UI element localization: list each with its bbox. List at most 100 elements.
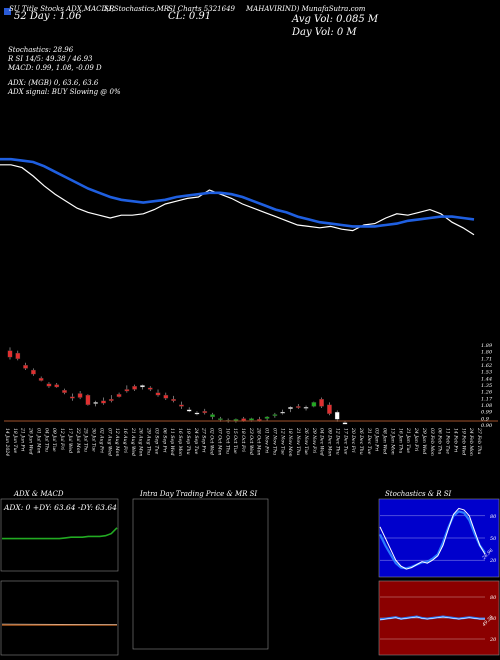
- price-tick-label: 1.35: [481, 383, 492, 389]
- date-tick-label: 02 Aug Fri: [98, 428, 104, 453]
- date-tick-label: 21 Jan Tue: [405, 427, 411, 453]
- date-tick-label: 29 Aug Thu: [146, 427, 152, 455]
- candles: [7, 347, 348, 425]
- date-tick-label: 29 Nov Fri: [311, 427, 317, 454]
- price-tick-label: 1.08: [481, 403, 492, 409]
- candle-body: [249, 418, 254, 421]
- candle-body: [116, 394, 122, 397]
- candle-body: [147, 387, 153, 390]
- date-tick-label: 07 Nov Thu: [271, 428, 277, 455]
- date-tick-label: 03 Jan Fri: [374, 428, 380, 452]
- macd-value: MACD: 0.99, 1.08, -0.09 D: [8, 64, 102, 72]
- price-tick-label: 1.62: [481, 363, 492, 369]
- date-tick-label: 01 Jul Mon: [35, 428, 41, 454]
- date-tick-label: 12 Jul Fri: [59, 428, 65, 450]
- candle-body: [319, 398, 324, 407]
- stochastics-value: Stochastics: 28.96: [8, 46, 74, 54]
- candle-body: [140, 385, 145, 388]
- stoch-signal-line: [379, 510, 486, 570]
- candle-body: [54, 384, 60, 388]
- candle-body: [23, 365, 28, 369]
- candle-body: [163, 394, 169, 399]
- candle-body: [38, 377, 44, 381]
- candle-body: [217, 418, 223, 420]
- adx-line-group: [2, 527, 118, 540]
- rsi-value: R SI 14/5: 49.38 / 46.93: [8, 55, 93, 63]
- rsi-white-line: [379, 616, 485, 621]
- date-tick-label: 07 Oct Mon: [216, 428, 222, 455]
- date-tick-label: 29 Jan Wed: [421, 427, 427, 454]
- price-tick-label: 1.44: [481, 376, 492, 382]
- candle-body: [31, 369, 36, 375]
- candle-body: [69, 396, 75, 399]
- close-price-label: CL: 0.91: [168, 11, 212, 22]
- date-tick-label: 27 Sep Fri: [201, 427, 207, 453]
- adx-values-label: ADX: 0 +DY: 63.64 -DY: 63.64: [4, 503, 117, 512]
- blue-ma-line: [0, 157, 475, 228]
- company-label: MAHAVIRIND) MunafaSutra.com: [246, 5, 366, 13]
- price-tick-label: 1.26: [481, 390, 493, 396]
- candle-body: [171, 398, 176, 401]
- avg-volume-label: Avg Vol: 0.085 M: [292, 14, 379, 25]
- fifty-two-day-label: 52 Day : 1.06: [14, 11, 82, 22]
- date-tick-label: 19 Feb Wed: [460, 428, 466, 455]
- date-tick-label: 09 Jul Tue: [51, 428, 57, 452]
- date-tick-label: 24 Sep Tue: [193, 427, 199, 455]
- adx-macd-title: ADX & MACD: [14, 490, 64, 498]
- candle-body: [155, 392, 161, 396]
- date-tick-label: 12 Dec Thu: [334, 428, 340, 455]
- date-tick-label: 26 Aug Mon: [138, 427, 144, 456]
- candle-body: [85, 394, 91, 405]
- date-tick-label: 08 Jan Wed: [382, 428, 388, 454]
- stoch-tick-label: 50: [490, 536, 497, 542]
- candle-body: [77, 393, 83, 398]
- date-tick-label: 21 Nov Thu: [295, 427, 301, 455]
- legend-blue-square: [4, 8, 11, 15]
- overlay-lines: [0, 157, 475, 236]
- candle-body: [15, 352, 21, 359]
- date-tick-label: 12 Aug Mon: [114, 428, 120, 456]
- candle-body: [108, 398, 114, 401]
- candle-body: [342, 422, 348, 425]
- date-tick-label: 02 Oct Wed: [209, 428, 215, 455]
- stoch-main-line: [379, 507, 486, 570]
- date-tick-label: 18 Nov Mon: [287, 428, 293, 457]
- white-price-line: [0, 164, 475, 236]
- candle-body: [132, 386, 138, 390]
- price-tick-label: 1.17: [481, 396, 493, 402]
- studies-label: SU Title Stocks ADX,MACD,R: [9, 5, 115, 13]
- adx-value: ADX: (MGB) 0, 63.6, 63.6: [8, 79, 99, 87]
- date-tick-label: 03 Feb Mon: [429, 428, 435, 456]
- candle-body: [202, 411, 208, 414]
- adx-green-line: [2, 527, 118, 540]
- price-tick-label: 0.90: [481, 423, 493, 429]
- studies-label-2: SI,Stochastics,MR: [104, 5, 170, 13]
- candle-body: [93, 402, 99, 404]
- candle-body: [272, 414, 278, 416]
- date-tick-label: 15 Oct Tue: [232, 428, 238, 454]
- candle-body: [7, 350, 13, 358]
- date-tick-label: 22 Jul Mon: [75, 427, 81, 454]
- date-tick-label: 27 Feb Thu: [476, 427, 482, 454]
- candle-body: [186, 409, 192, 412]
- date-tick-label: 21 Aug Wed: [130, 427, 136, 456]
- date-tick-label: 31 Dec Tue: [366, 428, 372, 455]
- date-tick-label: 26 Nov Tue: [303, 427, 309, 455]
- date-tick-label: 24 Jan Fri: [413, 427, 419, 452]
- candle-body: [288, 407, 293, 409]
- candle-body: [210, 414, 215, 418]
- rsi-tick-label: 20: [489, 637, 497, 643]
- stoch-panel-title: Stochastics & R SI: [385, 490, 452, 498]
- price-tick-label: 1.80: [481, 350, 493, 356]
- date-axis: 14 Jun 2024 18 Jun Tue 21 Jun Fri 26 Jun We…: [4, 427, 482, 457]
- candle-body: [194, 412, 200, 415]
- mr-panel-title: Intra Day Trading Price & MR SI: [140, 490, 258, 498]
- candle-body: [46, 383, 52, 387]
- date-tick-label: 13 Jan Mon: [389, 428, 395, 455]
- price-tick-label: 0.99: [481, 410, 493, 416]
- candle-body: [334, 411, 340, 420]
- candle-body: [295, 406, 301, 408]
- price-tick-label: 0.9: [481, 416, 490, 422]
